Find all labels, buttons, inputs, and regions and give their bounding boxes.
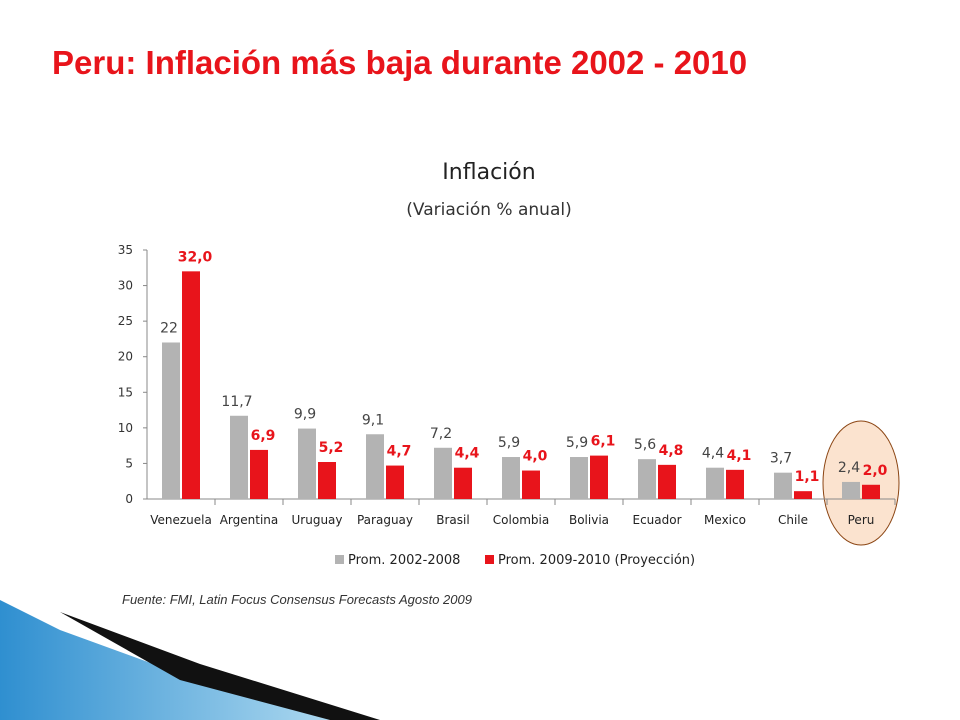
chart-title: Inflación [442,160,536,185]
data-label: 7,2 [430,426,452,442]
bar-prom-2009-2010 [386,465,404,499]
x-tick-label: Bolivia [569,513,609,527]
x-tick-label: Peru [848,513,875,527]
highlight-ellipse [822,420,900,546]
x-tick-label: Argentina [220,513,279,527]
bar-prom-2009-2010 [590,455,608,499]
bar-prom-2009-2010 [182,271,200,499]
y-tick-label: 35 [118,243,133,257]
y-tick-label: 25 [118,314,133,328]
x-tick-label: Venezuela [150,513,212,527]
data-label: 3,7 [770,451,792,467]
data-label: 9,1 [362,412,384,428]
bar-prom-2009-2010 [454,467,472,499]
data-label: 5,6 [634,437,656,453]
x-tick-label: Colombia [493,513,549,527]
x-tick-label: Paraguay [357,513,413,527]
slide-title: Peru: Inflación más baja durante 2002 - … [52,44,748,81]
data-label: 4,0 [523,449,548,465]
y-tick-label: 20 [118,350,133,364]
data-label: 9,9 [294,407,316,423]
data-label: 5,9 [498,435,520,451]
data-label: 5,2 [319,440,344,456]
y-tick-label: 10 [118,421,133,435]
bar-prom-2009-2010 [726,469,744,499]
decorative-corner-graphic [0,600,380,720]
bar-prom-2002-2008 [570,457,588,499]
data-label: 6,9 [251,428,276,444]
bar-prom-2002-2008 [842,481,860,499]
y-tick-label: 15 [118,385,133,399]
bar-prom-2002-2008 [298,428,316,499]
bar-prom-2002-2008 [434,447,452,499]
data-label: 4,7 [387,444,412,460]
data-label: 22 [160,320,178,336]
legend-label: Prom. 2002-2008 [348,553,460,568]
data-label: 2,0 [863,463,888,479]
data-label: 5,9 [566,435,588,451]
legend-swatch [335,555,344,564]
x-tick-label: Brasil [436,513,469,527]
bar-prom-2009-2010 [522,470,540,499]
x-tick-label: Ecuador [632,513,681,527]
x-tick-label: Mexico [704,513,746,527]
data-label: 32,0 [178,249,213,265]
data-label: 1,1 [795,469,820,485]
data-label: 4,4 [702,446,724,462]
x-tick-label: Chile [778,513,808,527]
bar-chart: 0 5 10 15 20 25 30 35 Venezuela Argentina Uruguay P… [118,243,900,568]
data-label: 4,4 [455,446,480,462]
bar-prom-2002-2008 [774,472,792,499]
bar-prom-2009-2010 [250,449,268,499]
data-label: 11,7 [221,394,252,410]
bar-prom-2002-2008 [162,342,180,499]
bar-prom-2002-2008 [366,434,384,499]
x-tick-label: Uruguay [292,513,343,527]
y-tick-label: 5 [125,456,133,470]
bar-prom-2002-2008 [638,459,656,499]
source-note: Fuente: FMI, Latin Focus Consensus Forec… [122,592,472,607]
data-label: 6,1 [591,434,616,450]
bar-prom-2002-2008 [230,415,248,499]
bar-prom-2009-2010 [862,484,880,499]
data-label: 4,1 [727,448,752,464]
data-label: 2,4 [838,460,860,476]
legend-label: Prom. 2009-2010 (Proyección) [498,553,695,568]
bar-prom-2002-2008 [502,457,520,499]
legend-swatch [485,555,494,564]
data-label: 4,8 [659,443,684,459]
bar-prom-2009-2010 [658,464,676,499]
bar-prom-2002-2008 [706,467,724,499]
y-tick-label: 0 [125,492,133,506]
chart-subtitle: (Variación % anual) [406,200,572,220]
blue-wave-shape [0,600,380,720]
bar-prom-2009-2010 [794,491,812,499]
y-tick-label: 30 [118,279,133,293]
bar-prom-2009-2010 [318,462,336,499]
